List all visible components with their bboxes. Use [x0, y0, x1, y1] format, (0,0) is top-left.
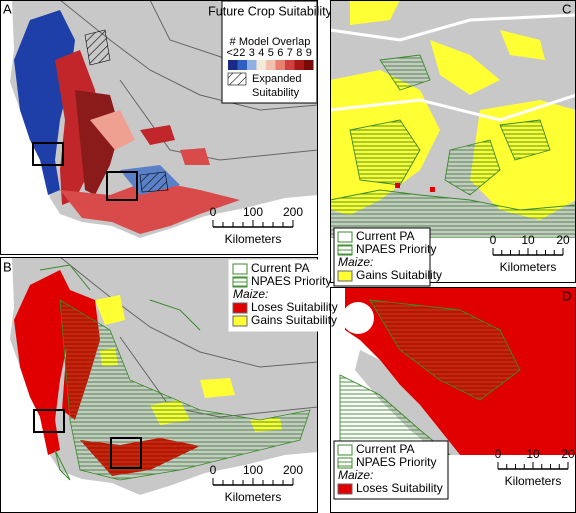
legend-swatch [337, 244, 353, 256]
legend-label: NPAES Priority [251, 274, 331, 288]
scale-label: 20 [556, 233, 570, 247]
scale-label: 20 [561, 447, 575, 461]
scale-label: 100 [243, 463, 263, 477]
legend-swatch [304, 60, 314, 70]
legend-swatch [228, 60, 238, 70]
legend-label: NPAES Priority [356, 242, 436, 256]
legend-label: Current PA [356, 229, 414, 243]
legend-subtitle: # Model Overlap [230, 36, 311, 48]
legend-label: Loses Suitability [251, 300, 338, 314]
scale-label: 200 [283, 463, 303, 477]
legend-title: Future Crop Suitability [208, 4, 332, 18]
scale-bar: 0 10 20 Kilometers [495, 447, 575, 488]
legend-label: Gains Suitability [356, 268, 442, 282]
legend-swatch [232, 302, 248, 314]
panel-label: A [3, 1, 12, 16]
panel-label: B [3, 259, 12, 274]
legend-swatch [337, 444, 353, 456]
legend-heading: Maize: [233, 287, 268, 301]
scale-label: 200 [283, 205, 303, 219]
legend-swatch [294, 60, 304, 70]
legend-class: 7 [287, 47, 293, 59]
legend-class: 4 [258, 47, 264, 59]
scale-label: 10 [526, 447, 540, 461]
scale-label: 10 [521, 233, 535, 247]
legend-class: 9 [306, 47, 312, 59]
legend-swatch [275, 60, 285, 70]
legend-label: NPAES Priority [356, 455, 436, 469]
legend-swatch [266, 60, 276, 70]
scale-label: 100 [243, 205, 263, 219]
legend-box [333, 440, 449, 500]
legend-label: Current PA [356, 442, 414, 456]
scale-label: 0 [210, 463, 217, 477]
legend-heading: Maize: [338, 468, 373, 482]
scale-label: 0 [210, 205, 217, 219]
legend-swatch [232, 315, 248, 327]
legend-swatch [337, 457, 353, 469]
map-c [330, 0, 576, 238]
legend-heading: Maize: [338, 255, 373, 269]
scale-label: 0 [490, 233, 497, 247]
legend-swatch [337, 231, 353, 243]
legend-swatch [232, 276, 248, 288]
legend-label: Gains Suitability [251, 313, 337, 327]
panel-label: C [562, 1, 571, 16]
legend-class: <2 [226, 47, 239, 59]
legend-class: 8 [296, 47, 302, 59]
scale-unit: Kilometers [505, 474, 562, 488]
legend-label: Current PA [251, 261, 309, 275]
legend-class: 5 [268, 47, 274, 59]
legend-a: Future Crop Suitability # Model Overlap … [208, 0, 333, 104]
scale-label: 0 [495, 447, 502, 461]
legend-swatch [337, 270, 353, 282]
panel-frame [0, 0, 318, 255]
scale-unit: Kilometers [500, 260, 557, 274]
legend-label: Loses Suitability [356, 481, 443, 495]
legend-class: 2 [239, 47, 245, 59]
legend-swatch [232, 263, 248, 275]
legend-swatch [337, 483, 353, 495]
legend-swatch [237, 60, 247, 70]
panel-label: D [562, 288, 571, 303]
map-d [330, 287, 576, 455]
legend-label: Expanded [252, 73, 302, 85]
legend-swatch [256, 60, 266, 70]
legend-class: 3 [249, 47, 255, 59]
legend-label: Suitability [252, 87, 300, 99]
scale-unit: Kilometers [225, 490, 282, 504]
legend-swatch [247, 60, 257, 70]
scale-bar: 0 10 20 Kilometers [490, 233, 570, 274]
legend-class: 6 [277, 47, 283, 59]
scale-unit: Kilometers [225, 232, 282, 246]
legend-swatch [285, 60, 295, 70]
